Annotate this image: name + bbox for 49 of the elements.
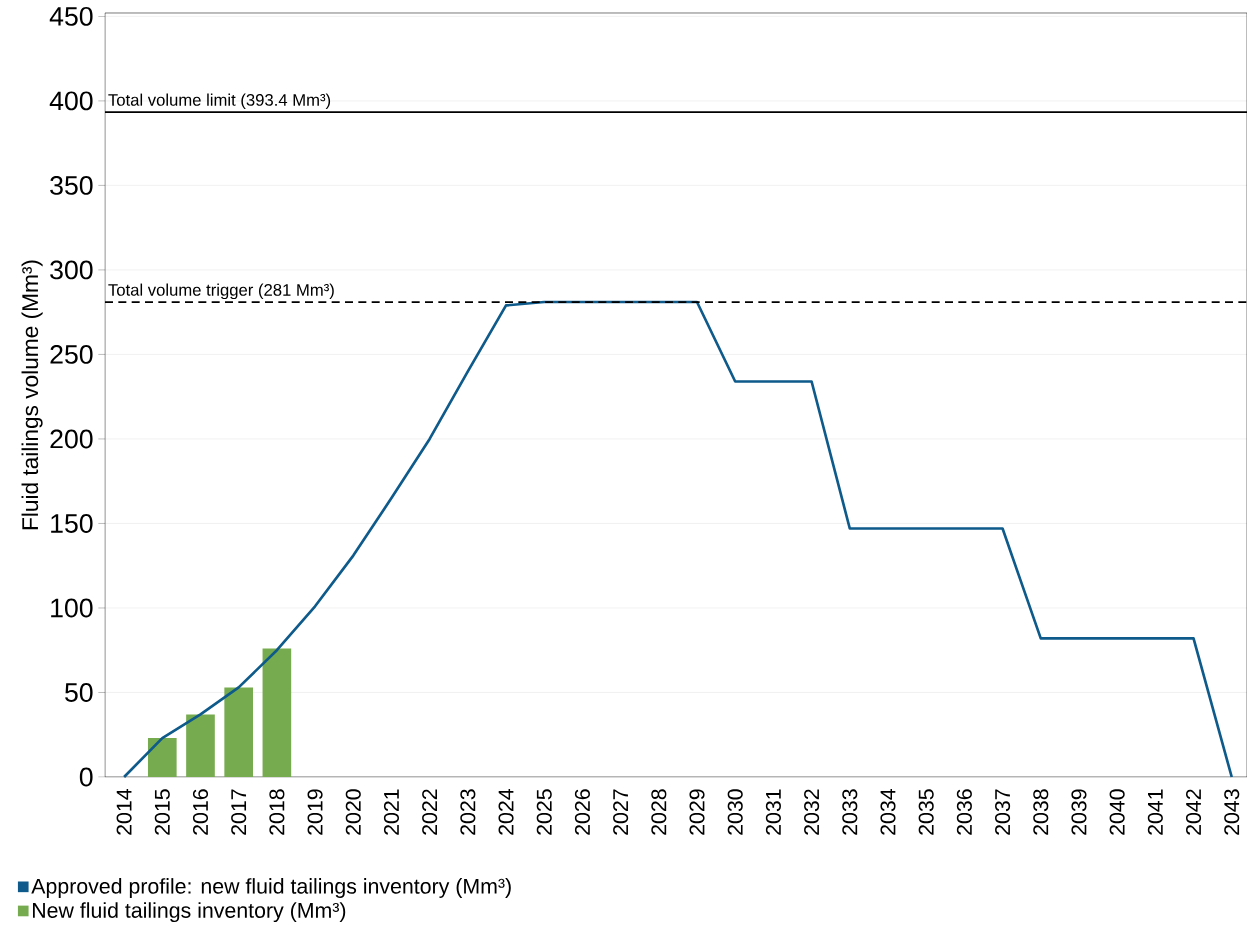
y-tick-label: 300: [50, 260, 93, 280]
x-tick-label: 2037: [995, 789, 1011, 835]
x-tick-label: 2021: [383, 789, 400, 835]
x-tick-label: 2042: [1185, 789, 1202, 835]
x-tick-label: 2038: [1033, 789, 1049, 835]
x-tick-label: 2016: [192, 789, 209, 835]
x-tick-label: 2030: [727, 789, 743, 835]
bar: [224, 687, 253, 777]
y-axis-title: Fluid tailings volume (Mm³): [21, 260, 43, 530]
x-tick-label: 2039: [1071, 789, 1087, 835]
x-tick-label: 2024: [498, 789, 514, 835]
x-tick-label: 2023: [460, 789, 476, 835]
x-tick-label: 2029: [689, 789, 705, 835]
y-tick-label: 200: [50, 429, 93, 449]
x-tick-label: 2026: [574, 789, 590, 835]
x-tick-label: 2035: [918, 789, 934, 835]
y-tick-label: 250: [50, 345, 93, 364]
x-tick-label: 2020: [345, 789, 361, 835]
y-tick-label: 350: [50, 175, 93, 195]
y-tick-label: 100: [51, 598, 93, 618]
x-tick-label: 2017: [231, 789, 247, 835]
x-tick-label: 2041: [1147, 789, 1163, 835]
x-tick-label: 2036: [956, 789, 972, 835]
x-tick-label: 2019: [307, 789, 323, 835]
x-tick-label: 2043: [1224, 789, 1240, 835]
y-tick-label: 400: [49, 91, 93, 111]
ref-line-label: Total volume limit (393.4 Mm³): [108, 93, 331, 110]
y-tick-label: 50: [65, 683, 93, 702]
x-tick-label: 2022: [422, 789, 438, 835]
x-tick-label: 2014: [116, 789, 132, 835]
legend-label: Approved profile: new fluid tailings inventory (Mm³): [31, 878, 511, 898]
x-tick-label: 2027: [613, 789, 629, 835]
ref-line-label: Total volume trigger (281 Mm³): [108, 283, 334, 300]
y-tick-label: 150: [51, 514, 93, 533]
x-tick-label: 2025: [536, 789, 552, 835]
x-tick-label: 2040: [1109, 789, 1125, 835]
bar: [262, 648, 292, 777]
x-tick-label: 2033: [842, 789, 858, 835]
x-tick-label: 2032: [804, 789, 820, 835]
y-tick-label: 450: [49, 6, 93, 26]
bar: [186, 714, 215, 777]
bar: [147, 738, 177, 777]
x-tick-label: 2018: [269, 789, 285, 835]
x-tick-label: 2015: [154, 789, 170, 835]
x-tick-label: 2031: [765, 789, 781, 835]
x-tick-label: 2034: [880, 789, 896, 835]
x-tick-label: 2028: [651, 789, 667, 835]
y-tick-label: 0: [79, 767, 93, 787]
legend-label: New fluid tailings inventory (Mm³): [33, 902, 346, 923]
